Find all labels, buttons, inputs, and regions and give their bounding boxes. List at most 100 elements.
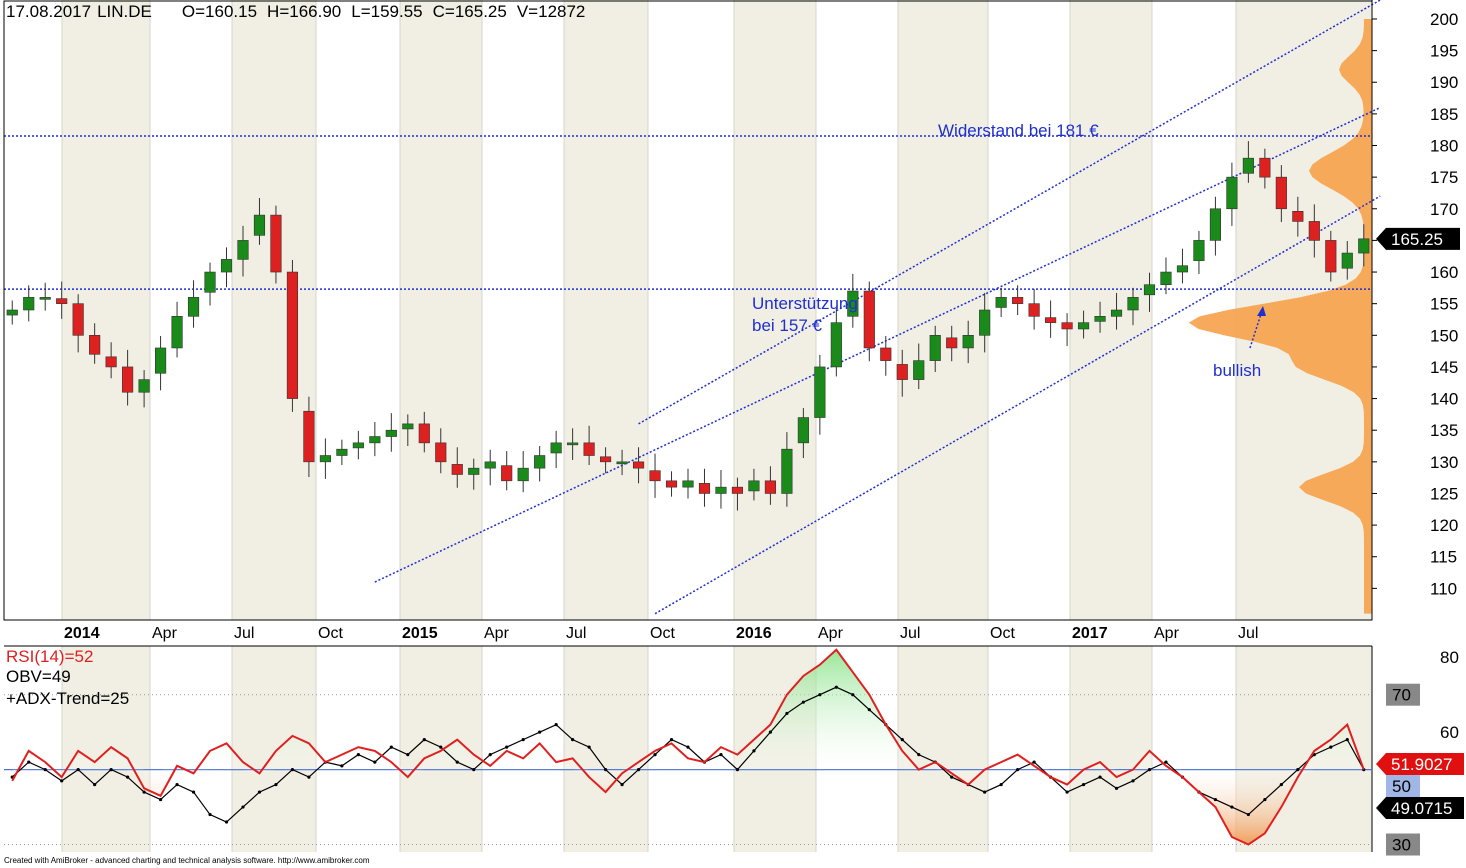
candle-body-61: [1012, 297, 1024, 304]
badge-70: 70: [1386, 683, 1420, 706]
obv-point-61: [1016, 768, 1020, 772]
price-band-4: [316, 0, 400, 620]
xaxis-label-2: Jul: [234, 625, 254, 642]
obv-point-65: [1081, 782, 1086, 787]
obv-point-74: [1230, 805, 1234, 809]
price-ytick-label-170: 170: [1430, 200, 1458, 219]
obv-point-1: [27, 760, 31, 764]
obv-point-15: [257, 790, 262, 794]
badge-rsi-bg: [1376, 753, 1464, 775]
price-ytick-label-175: 175: [1430, 168, 1458, 187]
candle-body-52: [863, 290, 875, 349]
candles: [6, 141, 1370, 511]
badge-30-text: 30: [1392, 836, 1411, 855]
legend-obv: OBV=49: [6, 667, 71, 686]
candle-body-59: [979, 309, 991, 336]
xaxis-label-14: Jul: [1238, 625, 1258, 642]
obv-point-4: [76, 768, 80, 772]
candle-body-51: [847, 290, 859, 317]
indicator-panel: 406080RSI(14)=52OBV=49+ADX-Trend=2570305…: [4, 645, 1464, 856]
badge-obv-text: 49.0715: [1391, 799, 1452, 818]
candle-body-34: [567, 442, 579, 446]
candle-body-32: [534, 455, 546, 469]
candle-body-35: [583, 442, 595, 456]
bullish-arrow-line: [1249, 310, 1263, 349]
candle-body-81: [1341, 252, 1353, 269]
candle-body-77: [1275, 176, 1287, 210]
candle-body-79: [1308, 221, 1320, 241]
badge-50-text: 50: [1392, 777, 1411, 796]
obv-point-68: [1131, 779, 1135, 783]
candle-body-28: [468, 467, 480, 475]
candle-body-27: [451, 464, 463, 475]
price-ytick-label-120: 120: [1430, 516, 1458, 535]
rsi-line: [11, 648, 1365, 846]
obv-point-16: [274, 782, 278, 787]
price-ytick-label-135: 135: [1430, 421, 1458, 440]
obv-point-59: [983, 790, 987, 794]
price-ytick-label-150: 150: [1430, 326, 1458, 345]
obv-point-81: [1345, 738, 1349, 742]
obv-point-30: [505, 745, 509, 749]
obv-point-26: [439, 745, 443, 749]
candle-body-8: [138, 379, 150, 393]
candle-body-71: [1176, 265, 1189, 273]
annotation-resistance: Widerstand bei 181 €: [938, 121, 1099, 140]
badge-30-bg: [1386, 833, 1420, 856]
indicator-band-12: [988, 646, 1070, 852]
price-ytick-label-160: 160: [1430, 263, 1458, 282]
candle-body-75: [1242, 157, 1254, 174]
obv-point-31: [521, 738, 525, 742]
annotation-bullish: bullish: [1213, 361, 1261, 380]
price-ytick-label-115: 115: [1430, 548, 1457, 567]
xaxis-label-8: 2016: [736, 625, 772, 642]
trend-channel-line-1: [374, 106, 1381, 583]
xaxis-label-1: Apr: [152, 625, 178, 642]
indicator-ytick-60: 60: [1440, 723, 1459, 742]
candle-body-26: [435, 442, 447, 463]
xaxis-label-7: Oct: [650, 625, 675, 642]
legend-rsi: RSI(14)=52: [6, 647, 93, 666]
obv-point-76: [1263, 797, 1267, 802]
badge-70-bg: [1386, 683, 1420, 706]
candle-body-56: [929, 335, 941, 361]
obv-point-48: [801, 700, 805, 704]
candle-body-24: [402, 423, 414, 430]
obv-point-75: [1246, 812, 1250, 817]
obv-point-37: [620, 782, 624, 787]
candle-body-63: [1045, 317, 1057, 323]
badge-30: 30: [1386, 833, 1420, 856]
candle-body-42: [698, 483, 711, 494]
obv-point-46: [768, 730, 773, 734]
obv-point-66: [1098, 775, 1102, 779]
obv-point-12: [208, 812, 212, 817]
obv-point-25: [422, 738, 426, 742]
header-volume: V=12872: [516, 2, 586, 21]
obv-point-20: [340, 764, 344, 768]
xaxis-label-9: Apr: [818, 625, 844, 642]
candle-body-15: [253, 214, 266, 236]
candle-body-43: [715, 486, 727, 494]
obv-point-40: [669, 738, 674, 742]
candle-body-68: [1127, 297, 1139, 311]
candle-body-78: [1292, 211, 1304, 222]
obv-point-62: [1032, 760, 1036, 764]
candle-body-69: [1143, 284, 1156, 296]
header-symbol: LIN.DE: [97, 2, 152, 21]
obv-point-23: [389, 745, 393, 749]
xaxis-label-12: 2017: [1072, 625, 1108, 642]
xaxis-label-5: Apr: [484, 625, 510, 642]
candle-body-38: [632, 461, 645, 469]
chart-header: 17.08.2017 LIN.DE O=160.15 H=166.90 L=159.55…: [6, 2, 625, 22]
candle-body-44: [731, 486, 744, 494]
candle-body-73: [1209, 208, 1221, 241]
bullish-arrow-head: [1257, 306, 1266, 316]
candle-body-30: [501, 465, 513, 482]
price-ytick-label-200: 200: [1430, 10, 1458, 29]
header-high: H=166.90: [267, 2, 342, 21]
candle-body-13: [220, 259, 233, 273]
candle-body-36: [600, 456, 612, 463]
obv-point-29: [488, 753, 492, 757]
obv-point-9: [158, 797, 163, 802]
obv-point-51: [851, 693, 855, 697]
